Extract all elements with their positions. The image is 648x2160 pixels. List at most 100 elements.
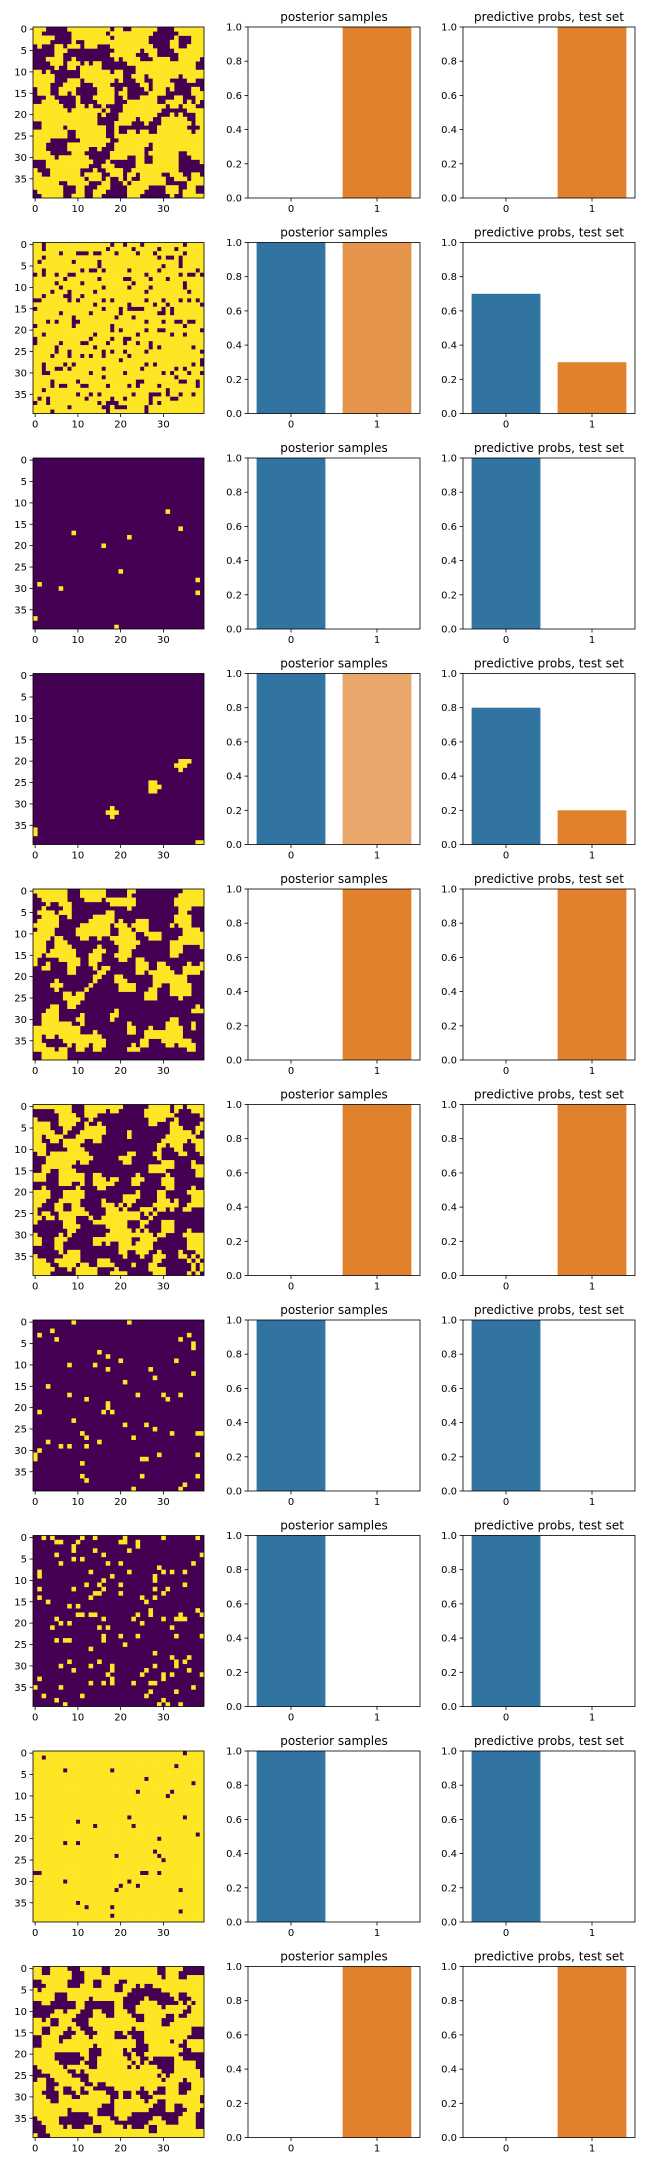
heatmap-cell (101, 1237, 106, 1242)
heatmap-cell (131, 112, 136, 118)
heatmap-cell (127, 1228, 132, 1234)
heatmap-cell (41, 400, 47, 406)
heatmap-cell (195, 1810, 201, 1816)
heatmap-cell (199, 1633, 205, 1639)
x-tick-label: 30 (157, 1282, 170, 1293)
heatmap-cell (109, 910, 115, 915)
y-tick-label: 0.8 (226, 919, 242, 930)
heatmap-cell (92, 1772, 98, 1777)
heatmap-cell (88, 35, 94, 41)
heatmap-cell (97, 293, 102, 299)
heatmap-cell (191, 69, 196, 75)
heatmap-cell (152, 78, 158, 83)
heatmap-cell (109, 1776, 115, 1782)
heatmap-cell (148, 332, 154, 337)
heatmap-cell (62, 1789, 68, 1795)
heatmap-cell (33, 1194, 38, 1199)
heatmap-cell (80, 142, 85, 148)
heatmap-cell (105, 810, 111, 815)
heatmap-cell (75, 995, 81, 1001)
x-tick-label: 0 (288, 1713, 294, 1724)
heatmap-cell (148, 103, 154, 109)
heatmap-cell (161, 176, 166, 182)
heatmap-cell (37, 1780, 42, 1786)
heatmap-cell (186, 362, 192, 367)
heatmap-cell (169, 970, 175, 975)
heatmap-cell (178, 1751, 183, 1756)
heatmap-cell (161, 1224, 166, 1229)
heatmap-cell (161, 1160, 166, 1165)
heatmap-cell (114, 242, 119, 248)
heatmap-cell (84, 987, 89, 992)
heatmap-cell (144, 108, 149, 113)
heatmap-cell (114, 940, 119, 945)
heatmap-cell (169, 1202, 175, 1208)
heatmap-cell (178, 1254, 183, 1259)
heatmap-cell (71, 970, 77, 975)
heatmap-cell (131, 396, 136, 401)
heatmap-cell (92, 1219, 98, 1225)
heatmap-cell (139, 400, 145, 406)
heatmap-cell (80, 392, 85, 397)
heatmap-cell (80, 159, 85, 165)
heatmap-cell (118, 332, 124, 337)
heatmap-cell (50, 180, 55, 186)
heatmap-cell (84, 323, 89, 329)
heatmap-cell (169, 272, 175, 278)
heatmap-cell (178, 142, 183, 148)
heatmap-cell (174, 409, 179, 414)
heatmap-cell (105, 345, 111, 350)
heatmap-cell (191, 138, 196, 143)
y-tick-label: 1.0 (226, 454, 242, 465)
heatmap-cell (71, 1038, 77, 1044)
heatmap-cell (135, 155, 141, 160)
heatmap-cell (71, 1789, 77, 1795)
heatmap-cell (131, 1772, 136, 1777)
heatmap-cell (156, 340, 162, 346)
heatmap-cell (80, 1802, 85, 1807)
heatmap-cell (84, 1160, 89, 1165)
heatmap-cell (105, 328, 111, 333)
heatmap-cell (165, 370, 171, 376)
heatmap-cell (182, 1802, 188, 1807)
heatmap-cell (33, 155, 38, 160)
heatmap-cell (71, 336, 77, 342)
heatmap-cell (152, 353, 158, 359)
heatmap-cell (144, 1755, 149, 1760)
heatmap-cell (54, 48, 59, 53)
heatmap-cell (148, 52, 154, 58)
heatmap-cell (67, 1034, 72, 1039)
heatmap-cell (135, 1228, 141, 1234)
y-tick-label: 0.2 (441, 590, 457, 601)
heatmap-cell (75, 1258, 81, 1263)
heatmap-cell (199, 1776, 205, 1782)
heatmap-cell (122, 289, 128, 295)
heatmap-cell (37, 176, 42, 182)
heatmap-cell (58, 349, 64, 354)
heatmap-cell (186, 1785, 192, 1790)
heatmap-cell (62, 1798, 68, 1803)
heatmap-cell (45, 108, 51, 113)
heatmap-cell (50, 1138, 55, 1144)
heatmap-cell (174, 1810, 179, 1816)
heatmap-cell (122, 180, 128, 186)
heatmap-cell (144, 1249, 149, 1255)
heatmap-cell (174, 1785, 179, 1790)
heatmap-cell (148, 379, 154, 384)
heatmap-cell (131, 35, 136, 41)
heatmap-cell (191, 383, 196, 389)
heatmap-cell (88, 931, 94, 937)
heatmap-cell (131, 1215, 136, 1221)
heatmap-cell (109, 1224, 115, 1229)
heatmap-cell (169, 409, 175, 414)
heatmap-cell (169, 1130, 175, 1135)
heatmap-cell (135, 31, 141, 36)
heatmap-cell (152, 95, 158, 100)
heatmap-cell (101, 1409, 106, 1415)
y-tick-label: 0 (21, 25, 27, 36)
heatmap-cell (174, 1772, 179, 1777)
heatmap-cell (33, 1780, 38, 1786)
heatmap-cell (62, 155, 68, 160)
heatmap-cell (37, 400, 42, 406)
heatmap-cell (178, 1806, 183, 1812)
